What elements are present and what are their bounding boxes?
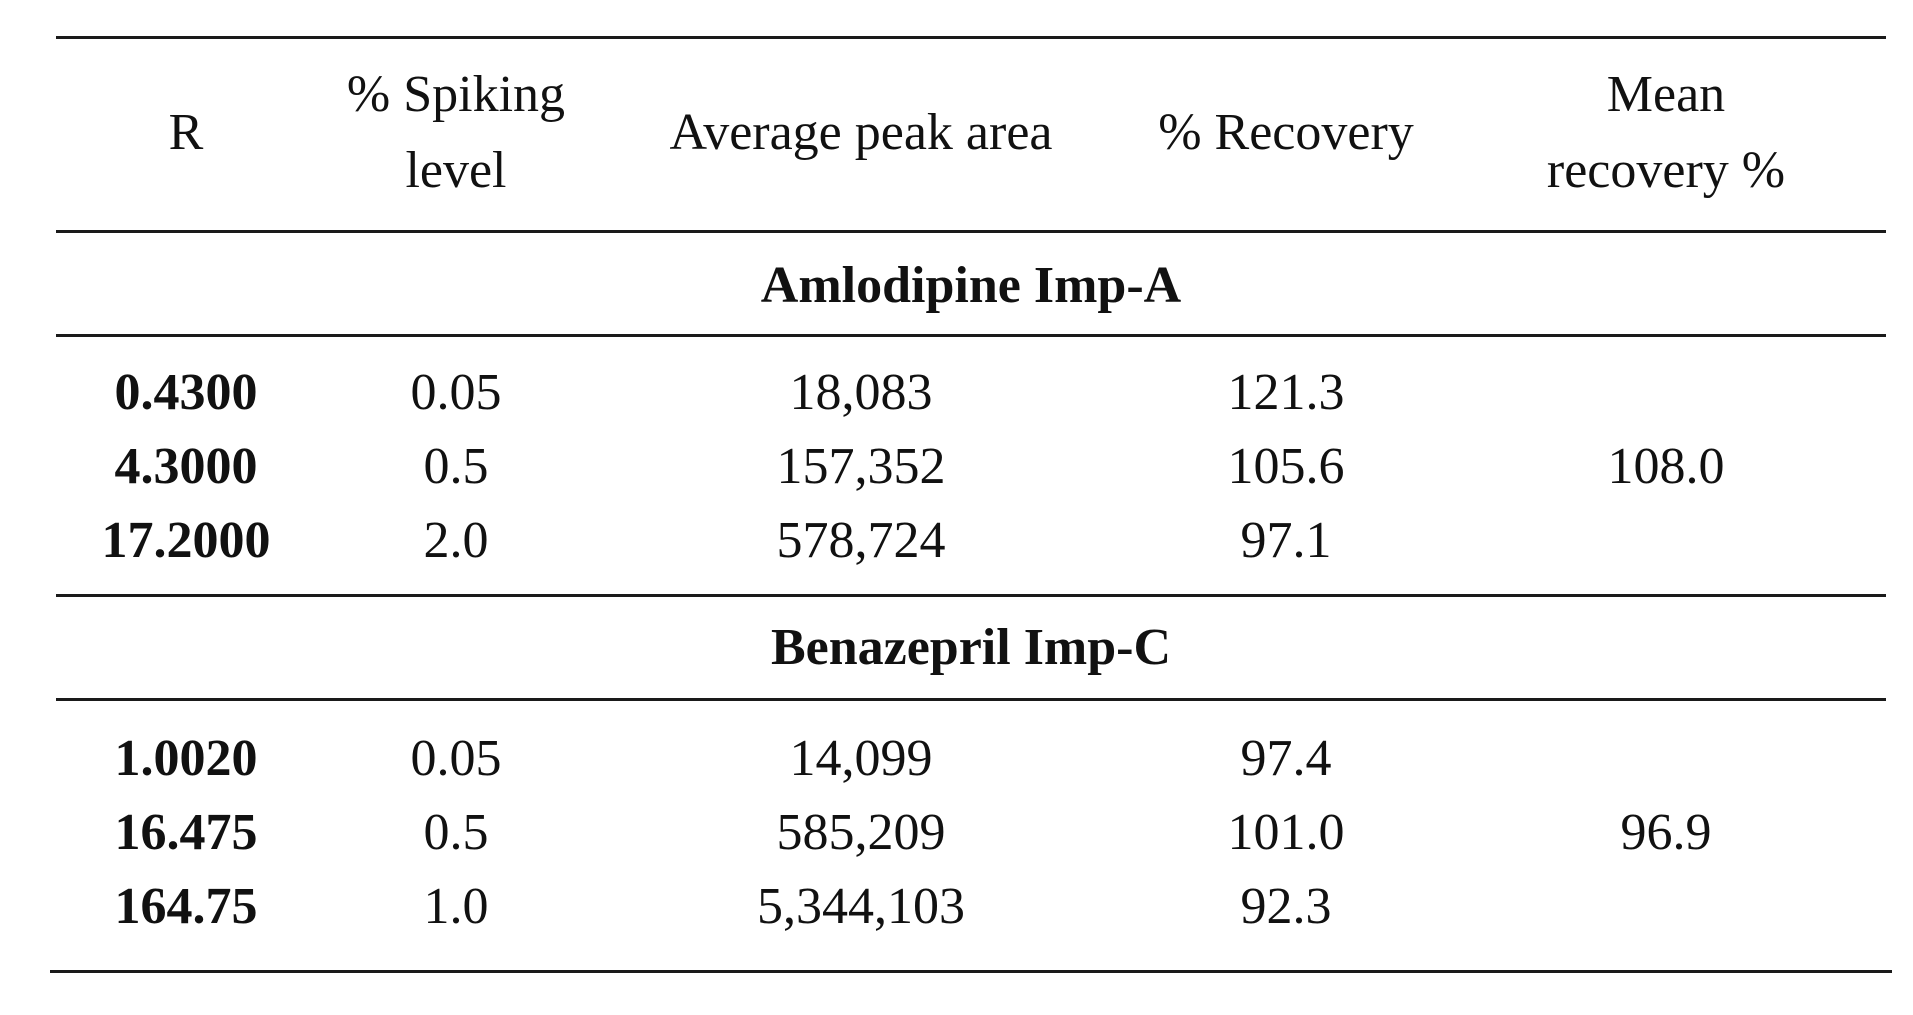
cell-r: 4.3000 [114,438,258,495]
cell-area: 5,344,103 [757,878,965,935]
header-mean-line2: recovery % [1546,142,1786,199]
table-top-rule [56,36,1886,39]
section-title-amlodipine: Amlodipine Imp-A [760,257,1182,314]
header-mean-line1: Mean [1606,66,1726,123]
section-1-rule [56,334,1886,337]
cell-recovery: 92.3 [1240,878,1332,935]
cell-recovery: 101.0 [1227,804,1345,861]
cell-area: 18,083 [789,364,933,421]
cell-r: 16.475 [114,804,258,861]
cell-recovery: 97.4 [1240,730,1332,787]
header-spiking-level: % Spiking level [316,36,596,230]
header-spiking-line2: level [405,142,507,199]
cell-area: 14,099 [789,730,933,787]
cell-recovery: 105.6 [1227,438,1345,495]
table-bottom-rule [50,970,1892,973]
section-2-rule [56,698,1886,701]
header-recovery: % Recovery [1126,36,1446,230]
cell-spiking: 0.5 [423,438,489,495]
header-r: R [56,36,316,230]
section-title-benazepril: Benazepril Imp-C [770,619,1172,676]
cell-r: 164.75 [114,878,258,935]
header-r-label: R [168,104,204,161]
cell-spiking: 2.0 [423,512,489,569]
header-recovery-label: % Recovery [1158,104,1414,161]
cell-r: 0.4300 [114,364,258,421]
header-average-peak-area: Average peak area [596,36,1126,230]
cell-spiking: 1.0 [423,878,489,935]
cell-spiking: 0.5 [423,804,489,861]
cell-mean-recovery: 108.0 [1607,438,1725,495]
cell-area: 157,352 [776,438,946,495]
cell-area: 585,209 [776,804,946,861]
cell-area: 578,724 [776,512,946,569]
header-mean-recovery: Mean recovery % [1446,36,1886,230]
header-average-peak-area-label: Average peak area [669,104,1053,161]
header-bottom-rule [56,230,1886,233]
cell-recovery: 121.3 [1227,364,1345,421]
cell-r: 1.0020 [114,730,258,787]
cell-r: 17.2000 [101,512,271,569]
cell-recovery: 97.1 [1240,512,1332,569]
cell-spiking: 0.05 [410,364,502,421]
cell-spiking: 0.05 [410,730,502,787]
section-1-bottom-rule [56,594,1886,597]
cell-mean-recovery: 96.9 [1620,804,1712,861]
header-spiking-line1: % Spiking [346,66,566,123]
